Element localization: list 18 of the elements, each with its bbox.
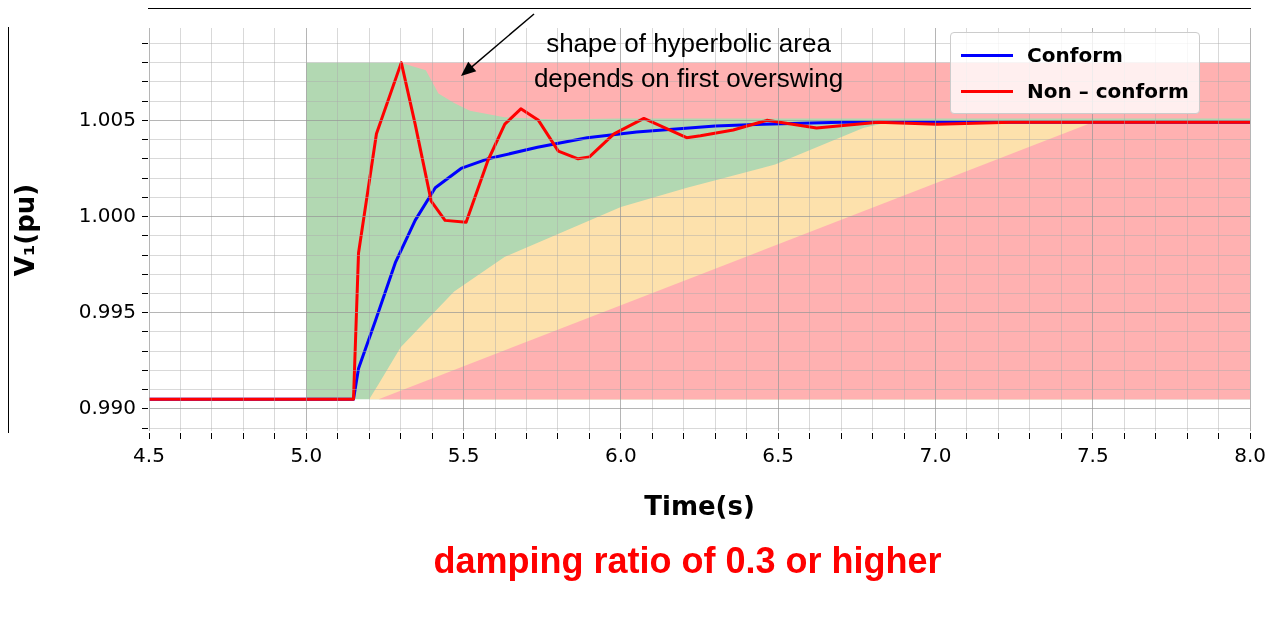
x-tick-label: 8.0: [1234, 443, 1266, 468]
annotation: shape of hyperbolic area depends on first overswing: [533, 28, 844, 94]
y-tick-label: 1.000: [78, 202, 136, 227]
x-axis-title: Time(s): [644, 491, 755, 522]
x-tick-label: 4.5: [133, 443, 165, 468]
y-tick-label: 0.990: [78, 395, 136, 420]
x-tick-label: 6.0: [604, 443, 637, 468]
y-tick-label: 0.995: [78, 298, 136, 323]
y-axis-title: V₁(pu): [10, 183, 41, 277]
x-tick-label: 6.5: [762, 443, 795, 468]
text: damping ratio of 0.3 or higher: [432, 540, 943, 582]
legend-label: Non – conform: [1027, 79, 1189, 103]
x-tick-label: 5.0: [290, 443, 323, 468]
x-tick-label: 7.5: [1076, 443, 1109, 468]
x-tick-label: 5.5: [447, 443, 480, 468]
y-tick-label: 1.005: [78, 106, 136, 131]
x-tick-label: 7.0: [919, 443, 952, 468]
legend-label: Conform: [1027, 43, 1123, 67]
